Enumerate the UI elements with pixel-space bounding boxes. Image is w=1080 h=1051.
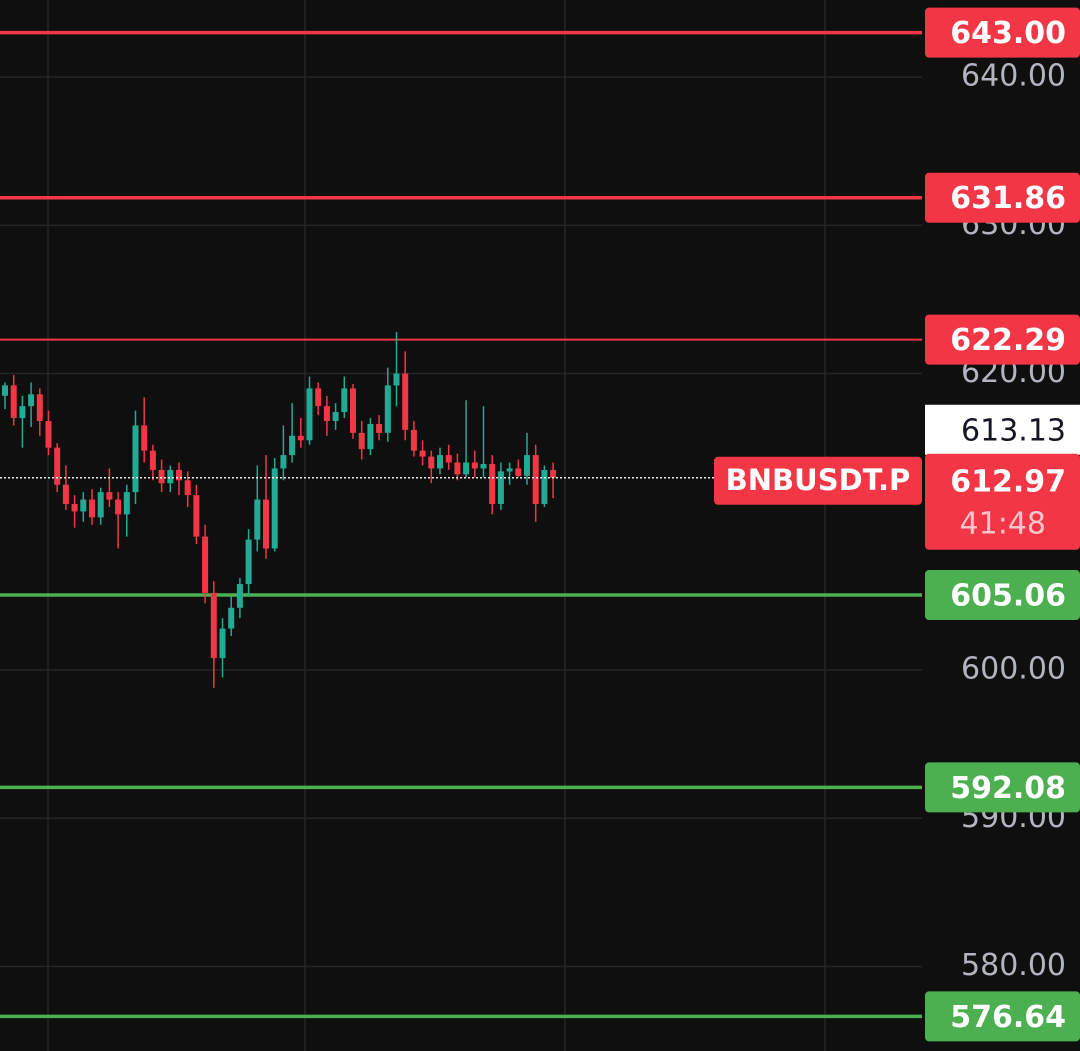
candle-body — [532, 455, 539, 505]
candle-body — [97, 492, 104, 518]
level-label-bg — [925, 762, 1080, 813]
candle-body — [350, 388, 356, 433]
candle-body — [271, 468, 278, 549]
candle-body — [471, 462, 478, 469]
candle-body — [323, 406, 330, 421]
candle-body — [141, 425, 148, 451]
candle-body — [402, 373, 409, 430]
level-label: 592.08 — [950, 771, 1066, 806]
level-label-bg — [925, 172, 1080, 223]
candle-body — [515, 468, 522, 476]
candle-body — [384, 385, 391, 433]
candle-body — [71, 504, 78, 512]
candle-body — [89, 499, 95, 518]
candle-body — [80, 499, 87, 512]
candle-body — [210, 592, 217, 659]
candle-body — [45, 420, 52, 448]
candle-body — [176, 469, 182, 481]
candle-body — [149, 450, 156, 470]
level-label-bg — [925, 991, 1080, 1042]
candle-body — [489, 463, 496, 505]
crosshair-price-bg — [925, 404, 1080, 455]
candle-body — [10, 385, 17, 419]
candle-body — [297, 435, 304, 441]
candle-body — [541, 469, 548, 505]
candle-body — [2, 385, 8, 396]
candle-body — [410, 429, 417, 451]
level-label-bg — [925, 7, 1080, 58]
candle-body — [315, 388, 322, 407]
candle-body — [428, 456, 435, 469]
candle-body — [263, 499, 269, 549]
candle-body — [202, 536, 209, 593]
candle-body — [115, 499, 122, 515]
symbol-bg — [714, 456, 922, 505]
candle-body — [19, 406, 26, 419]
candle-body — [419, 450, 426, 457]
candle-body — [254, 499, 261, 540]
crosshair-price-label: 613.13 — [961, 413, 1066, 448]
level-label-bg — [925, 570, 1080, 621]
last-price-label: 612.97 — [950, 464, 1066, 499]
candle-body — [280, 455, 287, 469]
candle-body — [506, 468, 513, 472]
vertical-grid — [47, 0, 826, 1051]
candle-body — [341, 388, 348, 413]
candle-body — [245, 539, 252, 585]
candle-body — [376, 423, 383, 433]
candle-body — [184, 480, 191, 496]
candle-body — [123, 492, 130, 515]
candle-body — [445, 455, 452, 463]
level-label: 576.64 — [950, 1000, 1066, 1035]
candle-body — [28, 394, 35, 407]
countdown-label: 41:48 — [960, 506, 1046, 541]
level-label-bg — [925, 314, 1080, 365]
y-tick-label: 600.00 — [961, 652, 1066, 687]
candle-body — [480, 463, 487, 469]
y-tick-label: 640.00 — [961, 59, 1066, 94]
candle-body — [358, 432, 365, 450]
candle-body — [463, 462, 470, 475]
symbol-label: BNBUSDT.P — [726, 463, 911, 497]
candle-body — [167, 469, 174, 484]
candle-body — [228, 607, 235, 629]
candle-body — [437, 455, 443, 469]
candle-body — [497, 471, 504, 505]
last-price-bg — [925, 453, 1080, 550]
candle-body — [158, 469, 165, 484]
candle-body — [393, 373, 400, 386]
candle-body — [106, 492, 113, 500]
candle-body — [62, 484, 69, 505]
candle-body — [219, 628, 226, 659]
y-tick-label: 580.00 — [961, 948, 1066, 983]
candle-body — [524, 455, 530, 476]
candle-body — [454, 462, 461, 475]
candle-body — [36, 394, 43, 421]
candle-body — [289, 435, 296, 456]
level-label: 643.00 — [950, 16, 1066, 51]
candle-body — [193, 495, 200, 537]
candle-body — [54, 447, 61, 485]
candle-body — [236, 584, 243, 608]
candle-body — [367, 423, 374, 450]
candle-body — [306, 388, 313, 441]
level-label: 605.06 — [950, 579, 1066, 614]
candle-body — [132, 425, 139, 493]
candle-body — [550, 469, 557, 478]
candle-body — [332, 412, 339, 421]
level-label: 631.86 — [950, 181, 1066, 216]
level-label: 622.29 — [950, 323, 1066, 358]
